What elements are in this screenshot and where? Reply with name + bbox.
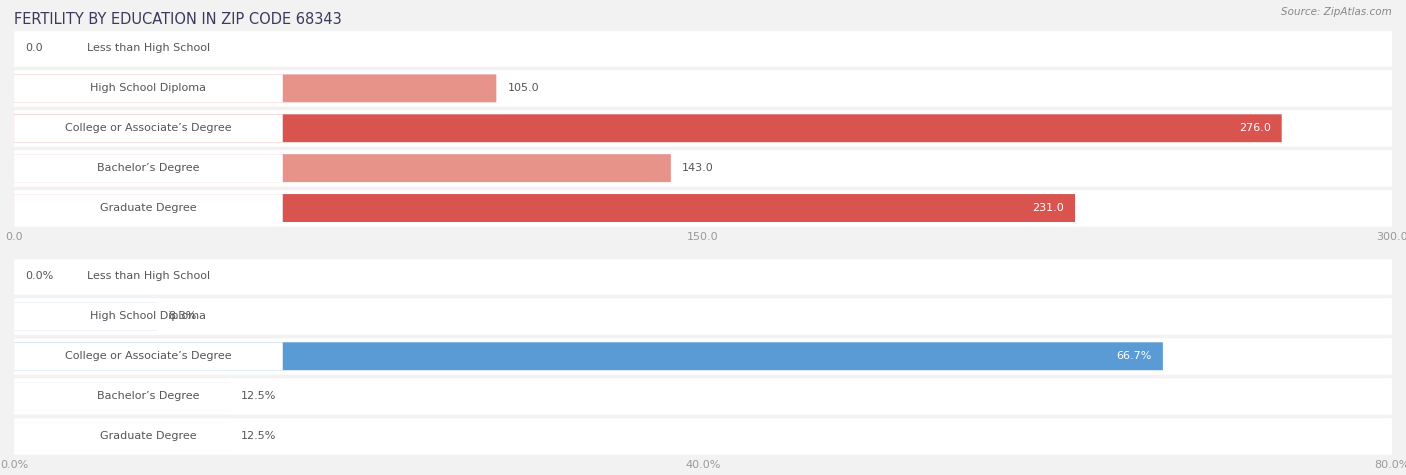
FancyBboxPatch shape [14, 114, 1282, 142]
FancyBboxPatch shape [14, 68, 1392, 108]
FancyBboxPatch shape [14, 303, 157, 330]
Text: Bachelor’s Degree: Bachelor’s Degree [97, 391, 200, 401]
FancyBboxPatch shape [14, 75, 283, 102]
FancyBboxPatch shape [14, 336, 1392, 376]
Text: Less than High School: Less than High School [87, 271, 209, 282]
Text: High School Diploma: High School Diploma [90, 83, 207, 94]
Text: 0.0: 0.0 [25, 43, 42, 54]
FancyBboxPatch shape [14, 296, 1392, 336]
FancyBboxPatch shape [14, 376, 1392, 416]
FancyBboxPatch shape [14, 342, 1163, 370]
Text: 12.5%: 12.5% [240, 431, 276, 441]
FancyBboxPatch shape [14, 154, 283, 182]
FancyBboxPatch shape [14, 75, 496, 102]
FancyBboxPatch shape [14, 416, 1392, 456]
FancyBboxPatch shape [14, 422, 283, 450]
Text: 276.0: 276.0 [1239, 123, 1271, 133]
FancyBboxPatch shape [14, 303, 283, 330]
Text: College or Associate’s Degree: College or Associate’s Degree [65, 351, 232, 361]
FancyBboxPatch shape [14, 148, 1392, 188]
Text: Bachelor’s Degree: Bachelor’s Degree [97, 163, 200, 173]
FancyBboxPatch shape [14, 382, 229, 410]
FancyBboxPatch shape [14, 35, 283, 62]
Text: 231.0: 231.0 [1032, 203, 1064, 213]
FancyBboxPatch shape [14, 194, 1076, 222]
Text: FERTILITY BY EDUCATION IN ZIP CODE 68343: FERTILITY BY EDUCATION IN ZIP CODE 68343 [14, 12, 342, 27]
FancyBboxPatch shape [14, 108, 1392, 148]
Text: 8.3%: 8.3% [169, 311, 197, 322]
FancyBboxPatch shape [14, 382, 283, 410]
Text: Graduate Degree: Graduate Degree [100, 431, 197, 441]
Text: 105.0: 105.0 [508, 83, 538, 94]
Text: Source: ZipAtlas.com: Source: ZipAtlas.com [1281, 7, 1392, 17]
FancyBboxPatch shape [14, 342, 283, 370]
Text: 143.0: 143.0 [682, 163, 714, 173]
FancyBboxPatch shape [14, 188, 1392, 228]
Text: College or Associate’s Degree: College or Associate’s Degree [65, 123, 232, 133]
Text: 0.0%: 0.0% [25, 271, 53, 282]
FancyBboxPatch shape [14, 114, 283, 142]
FancyBboxPatch shape [14, 28, 1392, 68]
Text: Graduate Degree: Graduate Degree [100, 203, 197, 213]
FancyBboxPatch shape [14, 154, 671, 182]
Text: High School Diploma: High School Diploma [90, 311, 207, 322]
FancyBboxPatch shape [14, 263, 283, 290]
FancyBboxPatch shape [14, 194, 283, 222]
Text: Less than High School: Less than High School [87, 43, 209, 54]
FancyBboxPatch shape [14, 422, 229, 450]
Text: 66.7%: 66.7% [1116, 351, 1152, 361]
FancyBboxPatch shape [14, 256, 1392, 296]
Text: 12.5%: 12.5% [240, 391, 276, 401]
